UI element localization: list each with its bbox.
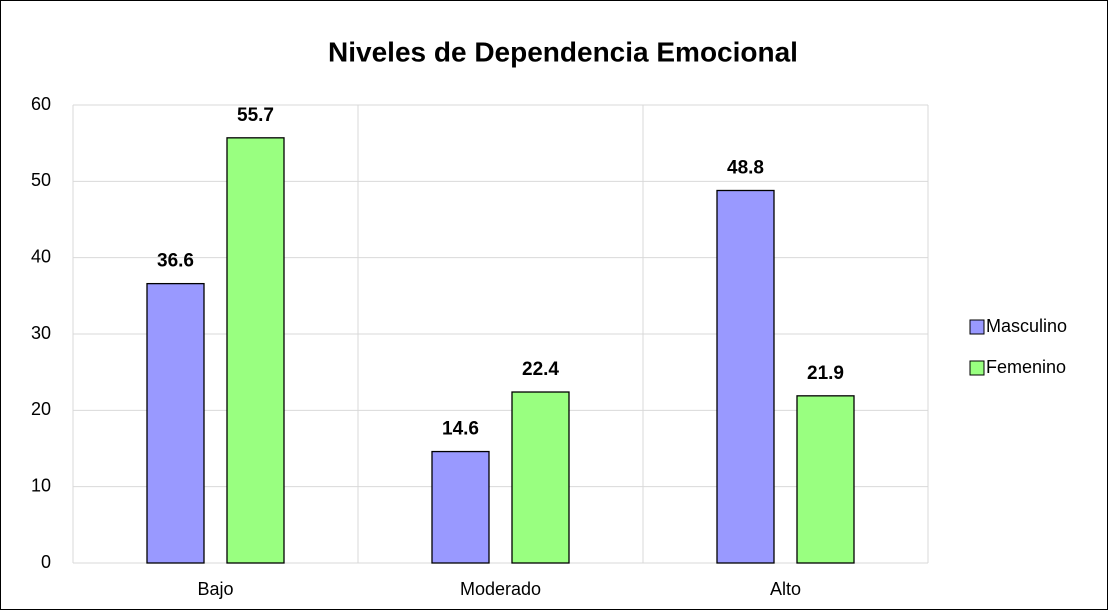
legend-label: Masculino: [986, 316, 1067, 336]
bar: [146, 282, 205, 564]
y-tick-label: 50: [31, 170, 51, 190]
data-label: 55.7: [237, 105, 274, 126]
data-label: 22.4: [522, 359, 559, 380]
bar: [796, 395, 855, 564]
data-label: 48.8: [727, 158, 764, 179]
y-tick-label: 0: [41, 552, 51, 572]
legend-label: Femenino: [986, 357, 1066, 377]
y-tick-label: 30: [31, 323, 51, 343]
x-tick-label: Moderado: [460, 579, 541, 599]
y-tick-label: 20: [31, 399, 51, 419]
bar: [716, 189, 775, 564]
legend-swatch: [969, 319, 985, 335]
data-label: 14.6: [442, 419, 479, 440]
legend-swatch: [969, 360, 985, 376]
y-tick-label: 40: [31, 246, 51, 266]
bar: [431, 450, 490, 564]
chart-title: Niveles de Dependencia Emocional: [328, 36, 798, 67]
y-tick-label: 10: [31, 475, 51, 495]
y-tick-label: 60: [31, 94, 51, 114]
bar: [511, 391, 570, 564]
x-tick-label: Bajo: [197, 579, 233, 599]
x-tick-label: Alto: [770, 579, 801, 599]
data-label: 36.6: [157, 251, 194, 272]
bar: [226, 137, 285, 564]
data-label: 21.9: [807, 363, 844, 384]
